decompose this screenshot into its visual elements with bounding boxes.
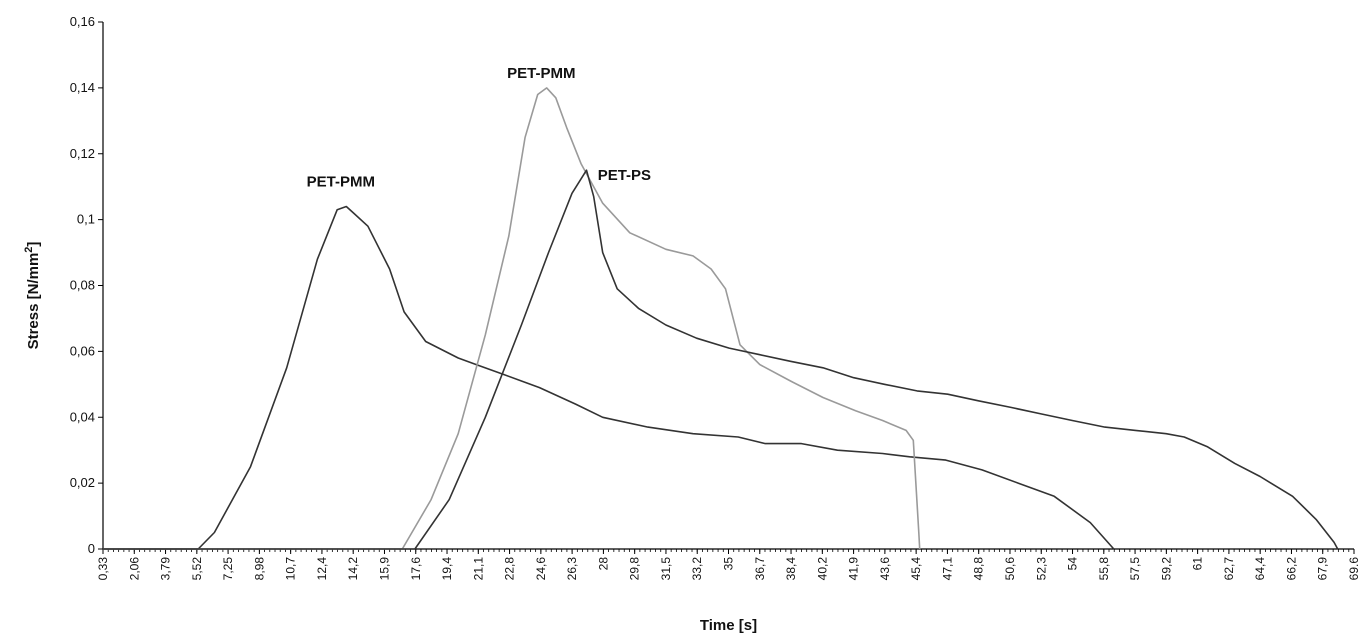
series-lines bbox=[103, 87, 1339, 550]
y-tick-label: 0,02 bbox=[70, 475, 95, 490]
x-tick-label: 67,9 bbox=[1316, 557, 1330, 581]
x-tick-label: 45,4 bbox=[909, 557, 923, 581]
x-tick-label: 21,1 bbox=[471, 557, 485, 581]
series-label-1: PET-PMM bbox=[307, 174, 375, 191]
x-tick-label: 57,5 bbox=[1128, 557, 1142, 581]
series-labels: PET-PMM PET-PMM PET-PS bbox=[307, 65, 651, 191]
x-tick-label: 22,8 bbox=[503, 557, 517, 581]
y-tick-label: 0,08 bbox=[70, 278, 95, 293]
series-label-3: PET-PS bbox=[598, 167, 651, 184]
x-tick-label: 55,8 bbox=[1097, 557, 1111, 581]
y-axis-title-close: ] bbox=[25, 242, 42, 247]
x-tick-label: 0,33 bbox=[96, 557, 110, 581]
x-tick-label: 66,2 bbox=[1284, 557, 1298, 581]
x-tick-label: 8,98 bbox=[252, 557, 266, 581]
y-axis-title: Stress [N/mm2] bbox=[23, 242, 42, 350]
x-tick-label: 19,4 bbox=[440, 557, 454, 581]
x-tick-label: 14,2 bbox=[346, 557, 360, 581]
y-tick-label: 0,04 bbox=[70, 409, 95, 424]
x-tick-label: 69,6 bbox=[1347, 557, 1358, 581]
x-tick-label: 24,6 bbox=[534, 557, 548, 581]
y-tick-label: 0 bbox=[88, 541, 95, 556]
x-tick-label: 26,3 bbox=[565, 557, 579, 581]
y-axis-title-main: Stress [N/mm bbox=[25, 253, 42, 350]
y-tick-label: 0,1 bbox=[77, 212, 95, 227]
x-tick-label: 33,2 bbox=[690, 557, 704, 581]
x-tick-label: 48,8 bbox=[972, 557, 986, 581]
x-tick-label: 7,25 bbox=[221, 557, 235, 581]
x-tick-label: 41,9 bbox=[847, 557, 861, 581]
x-tick-label: 28 bbox=[596, 557, 610, 571]
x-tick-label: 43,6 bbox=[878, 557, 892, 581]
x-tick-label: 10,7 bbox=[284, 557, 298, 581]
y-tick-label: 0,06 bbox=[70, 343, 95, 358]
x-tick-label: 17,6 bbox=[409, 557, 423, 581]
x-tick-label: 54 bbox=[1066, 557, 1080, 571]
x-tick-labels: 0,33 2,06 3,79 5,52 7,25 8,98 10,7 12,4 14,2 15,9… bbox=[96, 549, 1358, 580]
x-tick-label: 64,4 bbox=[1253, 557, 1267, 581]
series-line-1 bbox=[103, 205, 1115, 550]
x-tick-label: 29,8 bbox=[628, 557, 642, 581]
x-tick-label: 15,9 bbox=[377, 557, 391, 581]
series-line-3 bbox=[103, 169, 1339, 550]
x-minor-ticks bbox=[102, 549, 1355, 552]
series-line-2 bbox=[103, 87, 921, 550]
y-tick-label: 0,12 bbox=[70, 146, 95, 161]
x-tick-label: 47,1 bbox=[940, 557, 954, 581]
x-tick-label: 38,4 bbox=[784, 557, 798, 581]
x-tick-label: 40,2 bbox=[815, 557, 829, 581]
x-tick-label: 5,52 bbox=[190, 557, 204, 581]
series-label-2: PET-PMM bbox=[507, 65, 575, 82]
x-tick-label: 50,6 bbox=[1003, 557, 1017, 581]
x-tick-label: 12,4 bbox=[315, 557, 329, 581]
x-tick-label: 2,06 bbox=[127, 557, 141, 581]
x-tick-label: 31,5 bbox=[659, 557, 673, 581]
x-tick-label: 3,79 bbox=[159, 557, 173, 581]
y-tick-label: 0,14 bbox=[70, 80, 95, 95]
y-tick-label: 0,16 bbox=[70, 14, 95, 29]
x-tick-label: 52,3 bbox=[1034, 557, 1048, 581]
x-tick-label: 59,2 bbox=[1159, 557, 1173, 581]
x-tick-label: 36,7 bbox=[753, 557, 767, 581]
x-tick-label: 61 bbox=[1191, 557, 1205, 571]
y-axis-title-superscript: 2 bbox=[23, 247, 35, 253]
x-axis-title: Time [s] bbox=[700, 617, 757, 634]
x-tick-label: 62,7 bbox=[1222, 557, 1236, 581]
x-tick-label: 35 bbox=[722, 557, 736, 571]
y-tick-labels: 0 0,02 0,04 0,06 0,08 0,1 0,12 0,14 0,16 bbox=[70, 14, 103, 556]
